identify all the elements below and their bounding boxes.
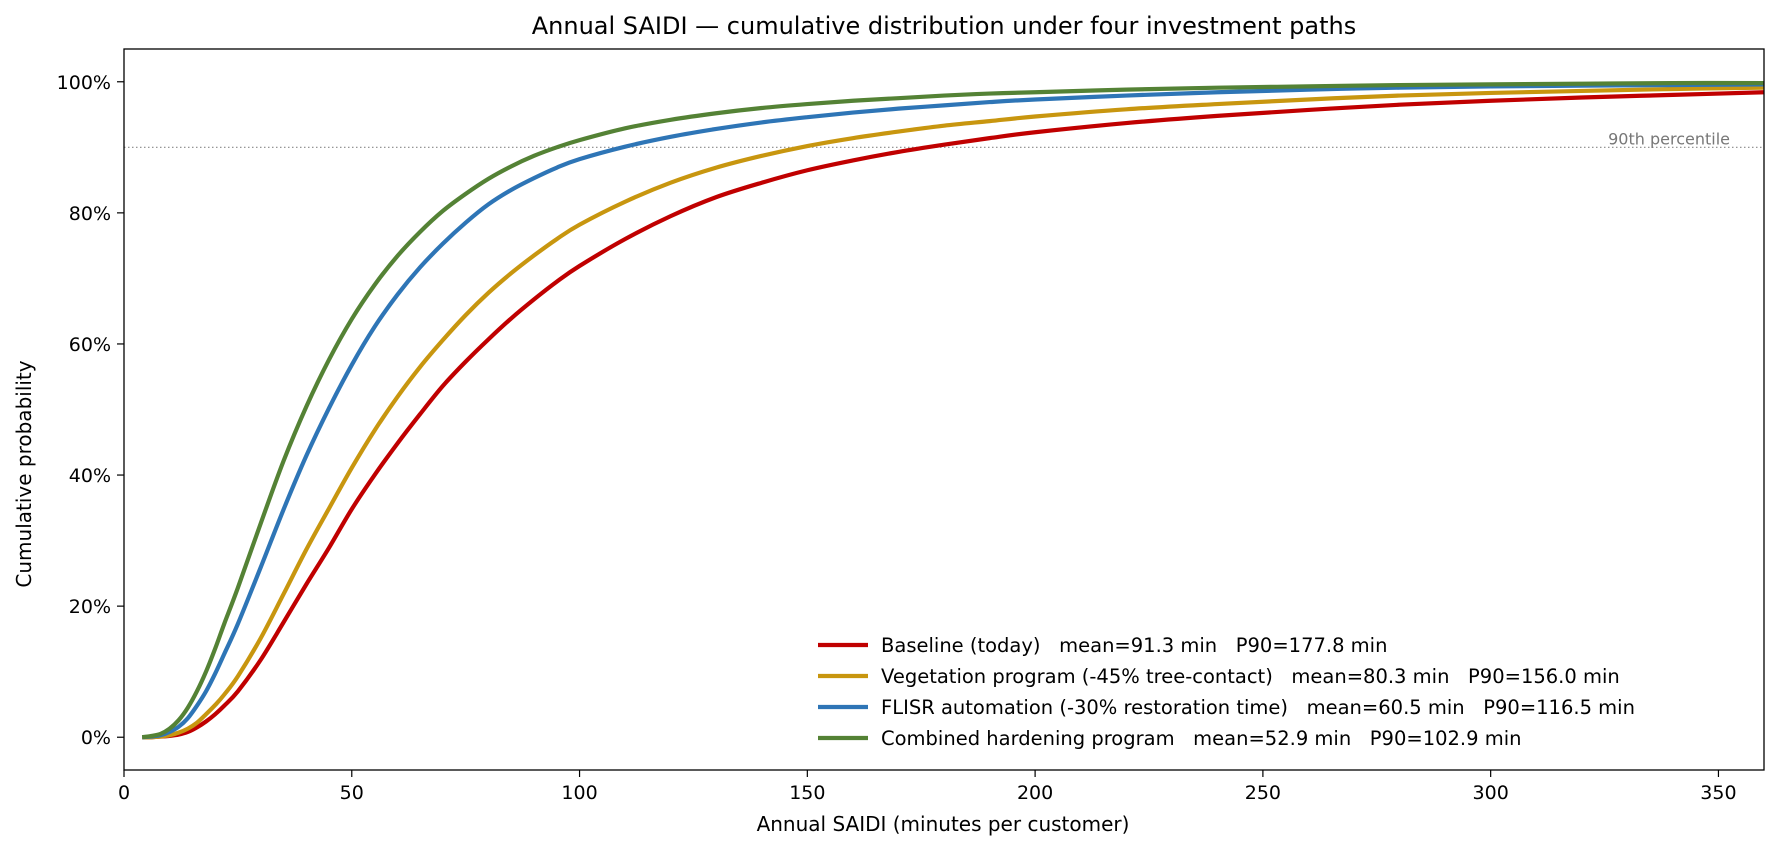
legend-label-4: Combined hardening program mean=52.9 min… (881, 727, 1522, 750)
y-tick-label: 0% (81, 727, 111, 749)
x-tick-label: 350 (1700, 782, 1736, 804)
x-tick-label: 300 (1473, 782, 1509, 804)
x-tick-label: 250 (1245, 782, 1281, 804)
x-tick-label: 200 (1017, 782, 1053, 804)
x-tick-label: 150 (789, 782, 825, 804)
series-line-4 (141, 80, 1764, 740)
reference-line-group: 90th percentile (124, 129, 1764, 148)
series-group (141, 80, 1764, 740)
series-line-2 (142, 85, 1764, 740)
legend: Baseline (today) mean=91.3 min P90=177.8… (818, 634, 1635, 750)
x-tick-label: 50 (340, 782, 364, 804)
x-axis-ticks: 0 50 100 150 200 250 300 350 (118, 770, 1737, 804)
y-axis-ticks: 0% 20% 40% 60% 80% 100% (57, 72, 124, 749)
plot-area-frame (123, 48, 1765, 771)
y-tick-label: 80% (69, 203, 111, 225)
y-tick-label: 40% (69, 465, 111, 487)
legend-label-2: Vegetation program (-45% tree-contact) m… (881, 665, 1620, 688)
series-line-3 (142, 82, 1764, 740)
y-tick-label: 20% (69, 596, 111, 618)
legend-label-3: FLISR automation (-30% restoration time)… (881, 696, 1635, 719)
legend-label-1: Baseline (today) mean=91.3 min P90=177.8… (881, 634, 1387, 657)
chart-title: Annual SAIDI — cumulative distribution u… (532, 12, 1356, 40)
y-tick-label: 100% (57, 72, 111, 94)
reference-line-label: 90th percentile (1608, 129, 1730, 148)
x-tick-label: 100 (561, 782, 597, 804)
y-axis-label: Cumulative probability (12, 360, 36, 587)
x-tick-label: 0 (118, 782, 130, 804)
series-line-1 (142, 90, 1764, 740)
y-tick-label: 60% (69, 334, 111, 356)
x-axis-label: Annual SAIDI (minutes per customer) (757, 812, 1130, 836)
